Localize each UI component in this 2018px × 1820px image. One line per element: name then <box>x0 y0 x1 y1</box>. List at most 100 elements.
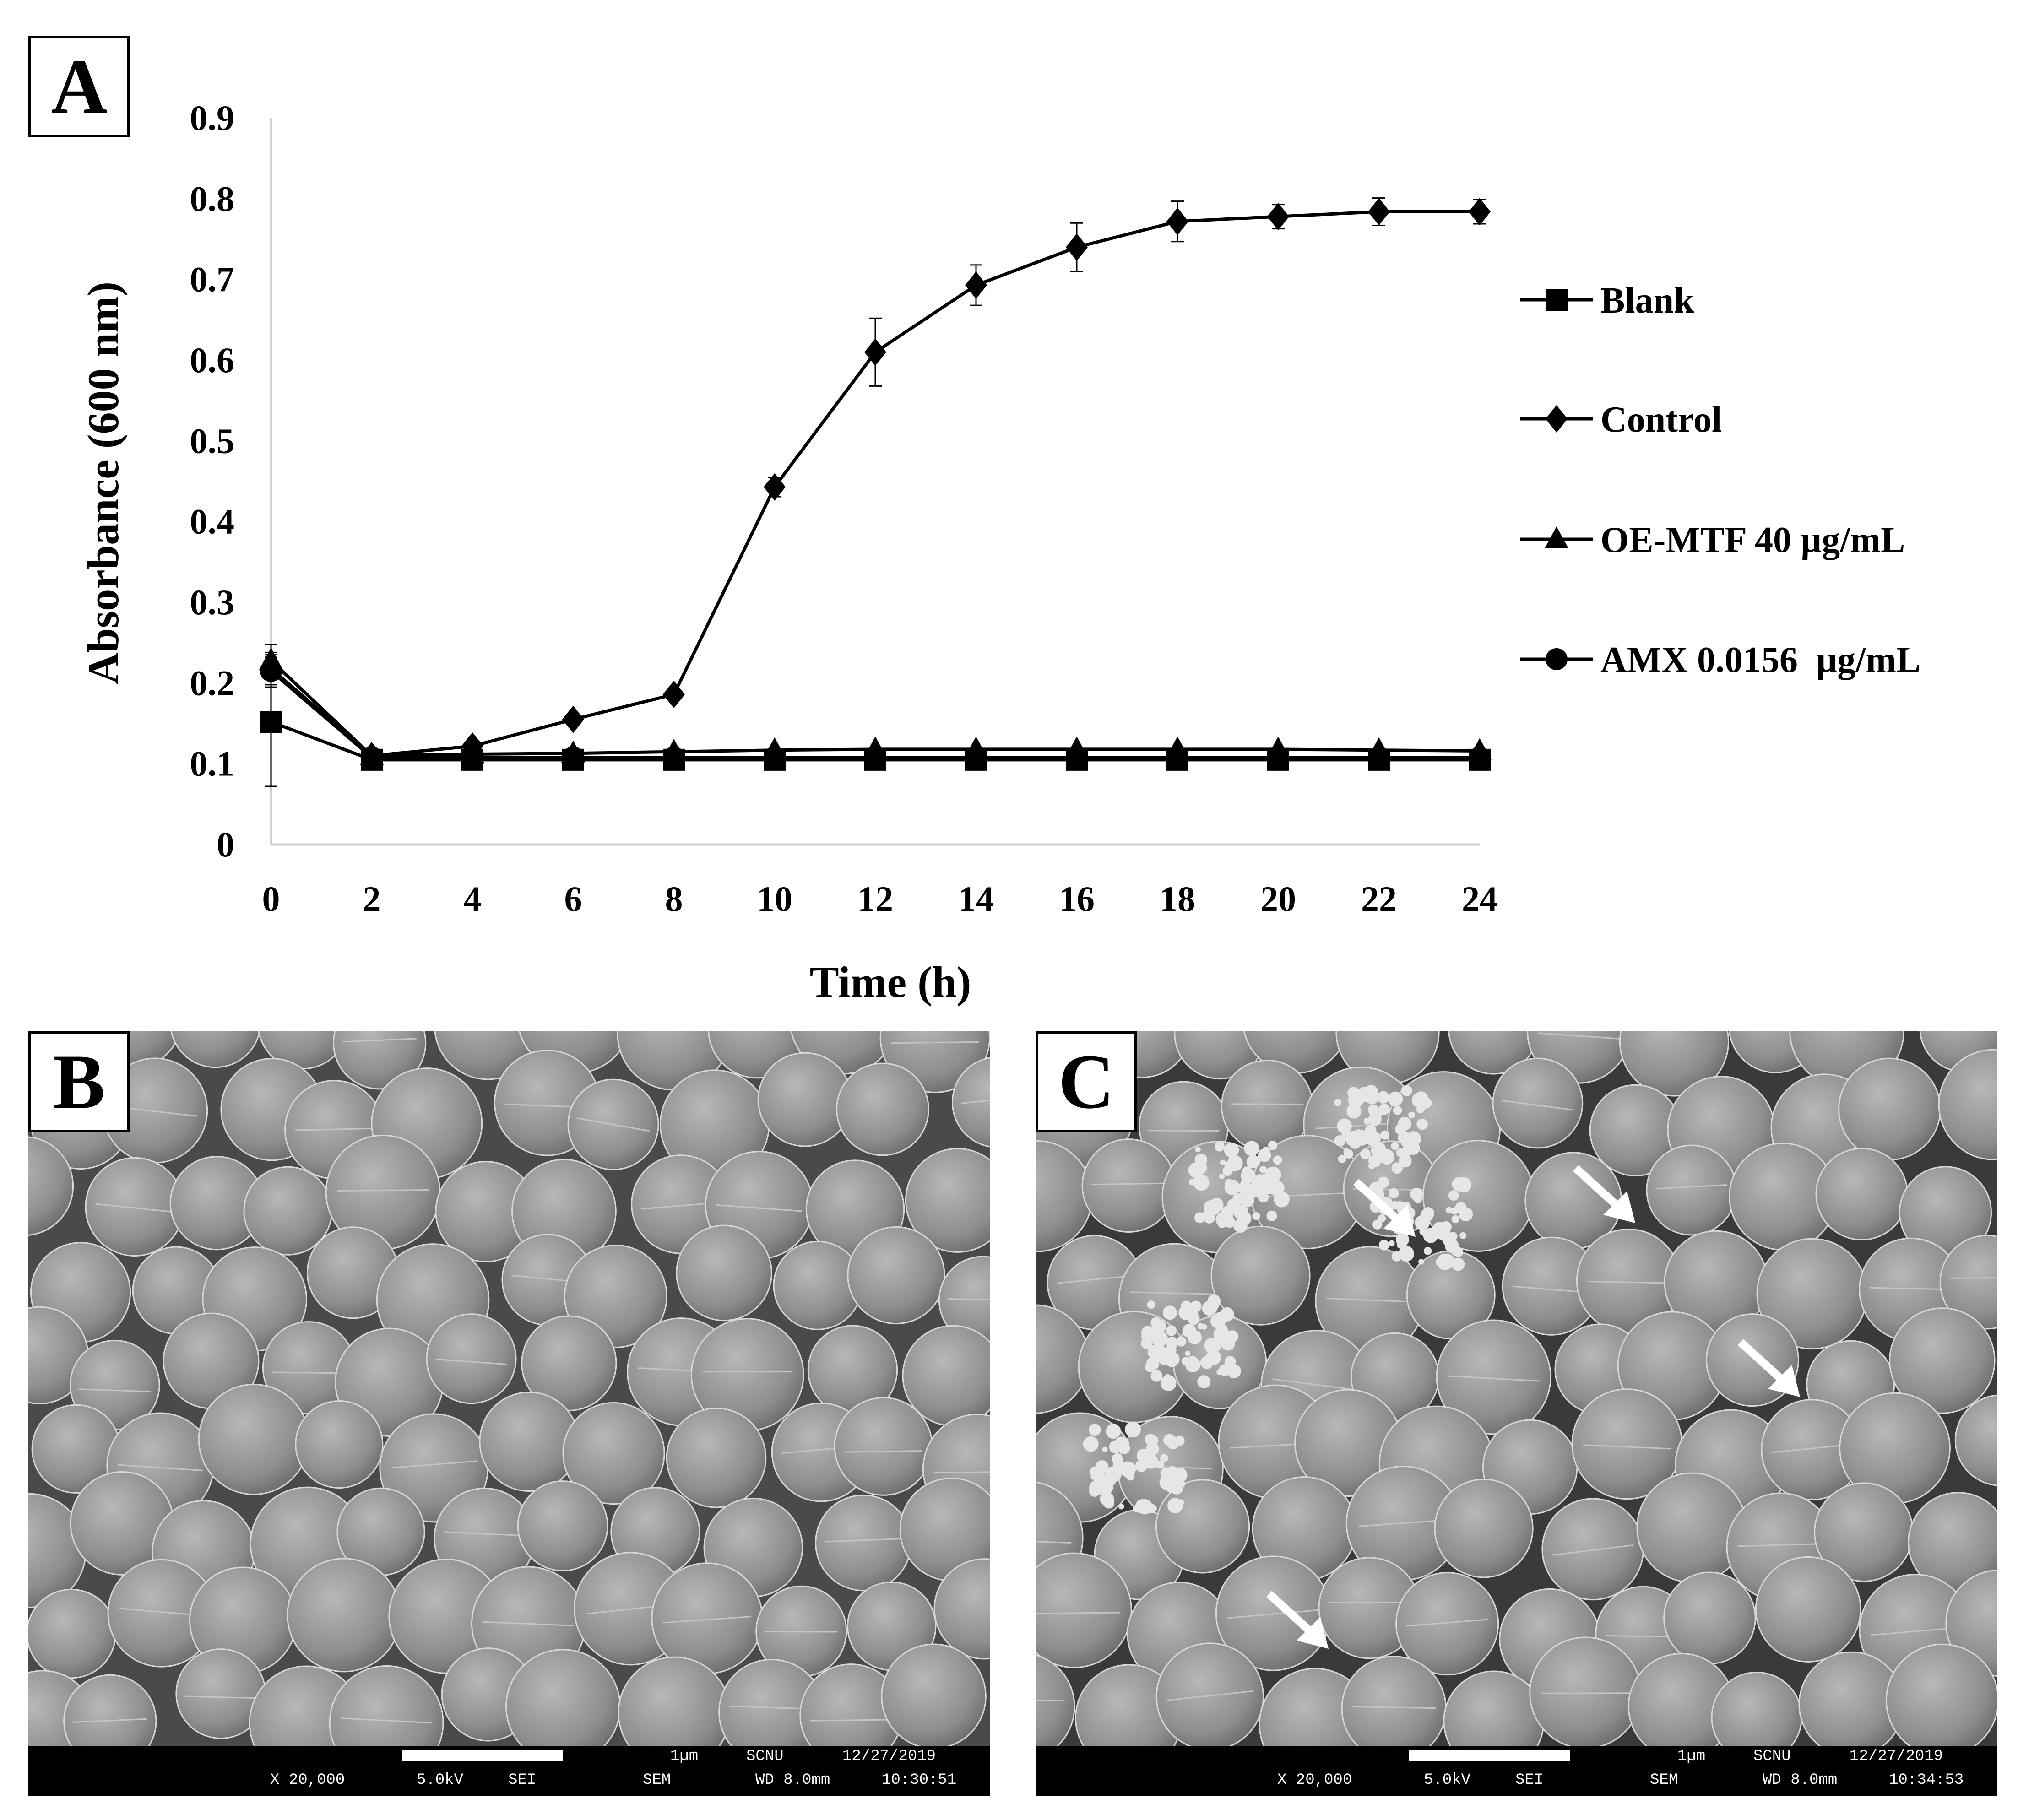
debris-particle <box>1240 1193 1254 1208</box>
y-tick-label: 0.3 <box>190 582 235 622</box>
bacterial-cell <box>426 1313 517 1404</box>
debris-particle <box>1166 1472 1174 1479</box>
panel-b-letter: B <box>53 1038 105 1125</box>
series-line-diamond <box>270 210 1480 758</box>
debris-particle <box>1396 1148 1405 1157</box>
bacterial-cell <box>295 1400 384 1489</box>
bacterial-cell <box>1755 1556 1861 1663</box>
sem-b-detector: SEI <box>508 1771 537 1789</box>
data-point-circle <box>1066 746 1088 769</box>
debris-particle <box>1175 1435 1185 1446</box>
cell-division-line <box>1091 1182 1166 1186</box>
bacterial-cell <box>329 1665 444 1746</box>
debris-particle <box>1120 1461 1136 1478</box>
sem-image-control: 1µm SCNU 12/27/2019 X 20,000 5.0kV SEI S… <box>28 1031 990 1796</box>
debris-particle <box>1401 1085 1412 1096</box>
debris-particle <box>1135 1460 1148 1472</box>
debris-particle <box>1244 1141 1259 1156</box>
bacterial-cell <box>562 1402 665 1505</box>
debris-particle <box>1451 1215 1459 1224</box>
debris-particle <box>1230 1368 1237 1376</box>
cell-division-line <box>1655 1184 1728 1190</box>
y-tick-label: 0.1 <box>190 744 235 784</box>
cell-division-line <box>342 1038 417 1043</box>
bacterial-cell <box>1036 1552 1132 1668</box>
debris-particle <box>1391 1142 1400 1150</box>
debris-particle <box>1222 1165 1233 1176</box>
bacterial-cell <box>28 1588 116 1679</box>
legend-marker-circle <box>1546 648 1568 670</box>
data-point-circle <box>764 746 786 769</box>
x-tick-label: 0 <box>262 879 280 919</box>
debris-particle <box>1210 1197 1224 1212</box>
legend-marker-diamond <box>1546 405 1568 433</box>
debris-particle <box>1187 1356 1198 1367</box>
debris-particle <box>1102 1446 1108 1452</box>
bacterial-cell <box>666 1408 767 1508</box>
cell-division-line <box>435 1358 507 1365</box>
x-tick-label: 16 <box>1059 879 1095 919</box>
data-point-circle <box>965 746 987 769</box>
debris-particle <box>1185 1350 1191 1356</box>
data-point-diamond <box>1166 207 1188 235</box>
legend-marker-square <box>1546 289 1568 311</box>
cell-division-line <box>95 1203 174 1213</box>
bacterial-cell <box>1395 1572 1499 1676</box>
bacterial-cell <box>815 1494 912 1592</box>
debris-particle <box>1437 1253 1454 1270</box>
sem-cells-treated <box>1036 1031 1997 1746</box>
debris-particle <box>1415 1215 1430 1230</box>
cell-division-line <box>662 1615 752 1624</box>
debris-particle <box>1233 1204 1248 1219</box>
debris-particle <box>1258 1148 1271 1162</box>
bacterial-cell <box>836 1062 929 1156</box>
sem-image-treated: 1µm SCNU 12/27/2019 X 20,000 5.0kV SEI S… <box>1036 1031 1997 1796</box>
debris-particle <box>1214 1141 1225 1152</box>
sem-b-scale-text: 1µm <box>670 1748 699 1765</box>
debris-particle <box>1151 1345 1167 1361</box>
cell-division-line <box>810 1719 892 1722</box>
debris-particle <box>1125 1421 1141 1438</box>
debris-particle <box>1166 1325 1177 1336</box>
debris-particle <box>1197 1323 1204 1330</box>
debris-particle <box>1423 1247 1432 1255</box>
debris-particle <box>1408 1111 1415 1119</box>
debris-particle <box>1172 1467 1188 1483</box>
x-tick-label: 2 <box>363 879 381 919</box>
debris-particle <box>1372 1219 1383 1230</box>
cell-division-line <box>1036 1612 1120 1614</box>
data-point-diamond <box>562 705 584 733</box>
error-bars <box>265 197 1486 787</box>
x-tick-label: 6 <box>564 879 582 919</box>
bacterial-cell <box>1492 1057 1584 1149</box>
debris-particle <box>1200 1356 1214 1369</box>
bacterial-cell <box>1954 1394 1997 1486</box>
y-tick-label: 0.5 <box>190 421 235 460</box>
debris-particle <box>1088 1424 1101 1436</box>
debris-particle <box>1194 1153 1207 1166</box>
debris-particle <box>1258 1192 1269 1203</box>
y-tick-labels: 0 0.1 0.2 0.3 0.4 0.5 0.6 0.7 0.8 0.9 <box>190 98 235 864</box>
data-point-circle <box>260 660 282 682</box>
cell-division-line <box>1057 1275 1132 1284</box>
debris-particle <box>1337 1118 1352 1134</box>
bacterial-cell <box>834 1397 933 1496</box>
debris-particle <box>1151 1330 1168 1347</box>
debris-particle <box>1221 1336 1235 1351</box>
bacterial-cell <box>1448 1031 1539 1075</box>
cell-division-line <box>1541 1692 1630 1694</box>
debris-particle <box>1150 1317 1161 1328</box>
cell-division-line <box>1583 1444 1671 1450</box>
debris-particle <box>1173 1503 1182 1512</box>
debris-particle <box>1147 1300 1155 1309</box>
cell-division-line <box>79 1388 151 1392</box>
bacterial-cell <box>676 1224 772 1322</box>
legend-label: AMX 0.0156 µg/mL <box>1600 640 1920 680</box>
data-point-circle <box>663 746 685 769</box>
bacterial-cell <box>1436 1319 1551 1435</box>
debris-particle <box>1259 1166 1267 1174</box>
debris-particle <box>1418 1259 1424 1265</box>
data-point-diamond <box>1066 233 1088 261</box>
cell-division-line <box>1552 1544 1633 1556</box>
sem-c-scale-text: 1µm <box>1677 1748 1706 1765</box>
